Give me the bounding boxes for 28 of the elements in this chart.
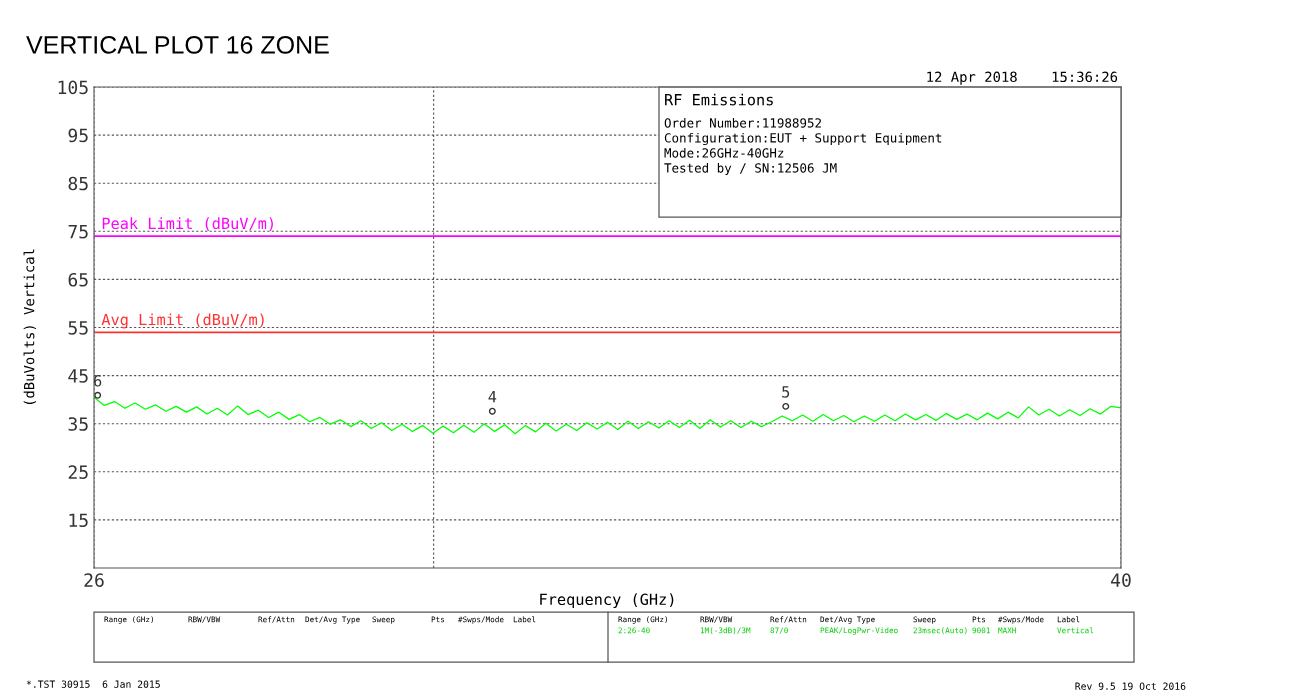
y-axis-title: (dBuVolts) Vertical <box>23 249 37 405</box>
ref-line-label: Peak Limit (dBuV/m) <box>102 217 273 231</box>
text: Rev 9.5 19 Oct 2016 <box>1075 682 1186 690</box>
annotation: Order Number:11988952 <box>664 117 821 128</box>
y-tick-label: 95 <box>68 128 88 143</box>
x-tick-label: 26 <box>84 573 104 587</box>
x-axis-title: Frequency (GHz) <box>540 593 674 609</box>
ref-line-label: Avg Limit (dBuV/m) <box>101 313 264 329</box>
y-tick-label: 85 <box>68 176 88 191</box>
y-tick-label: 25 <box>68 465 88 479</box>
text: 12 Apr 2018 15:36:26 <box>927 71 1118 85</box>
chart-title: VERTICAL PLOT 16 ZONE <box>26 36 329 54</box>
annotation: 6 <box>94 375 102 387</box>
y-tick-label: 75 <box>68 225 88 239</box>
annotation: 5 <box>782 386 790 398</box>
y-tick-label: 55 <box>68 321 88 335</box>
annotation: RF Emissions <box>665 93 773 106</box>
annotation: 4 <box>488 391 497 403</box>
annotation: Configuration:EUT + Support Equipment <box>664 132 942 146</box>
annotation: Mode:26GHz-40GHz <box>664 147 784 158</box>
y-tick-label: 35 <box>68 417 88 431</box>
y-tick-label: 45 <box>68 369 88 383</box>
x-tick-label: 40 <box>1111 573 1131 587</box>
y-tick-label: 15 <box>69 513 88 528</box>
y-tick-label: 105 <box>58 80 88 95</box>
annotation: Tested by / SN:12506 JM <box>664 162 837 176</box>
text: *.TST 30915 6 Jan 2015 <box>26 680 160 688</box>
y-tick-label: 65 <box>68 272 88 287</box>
